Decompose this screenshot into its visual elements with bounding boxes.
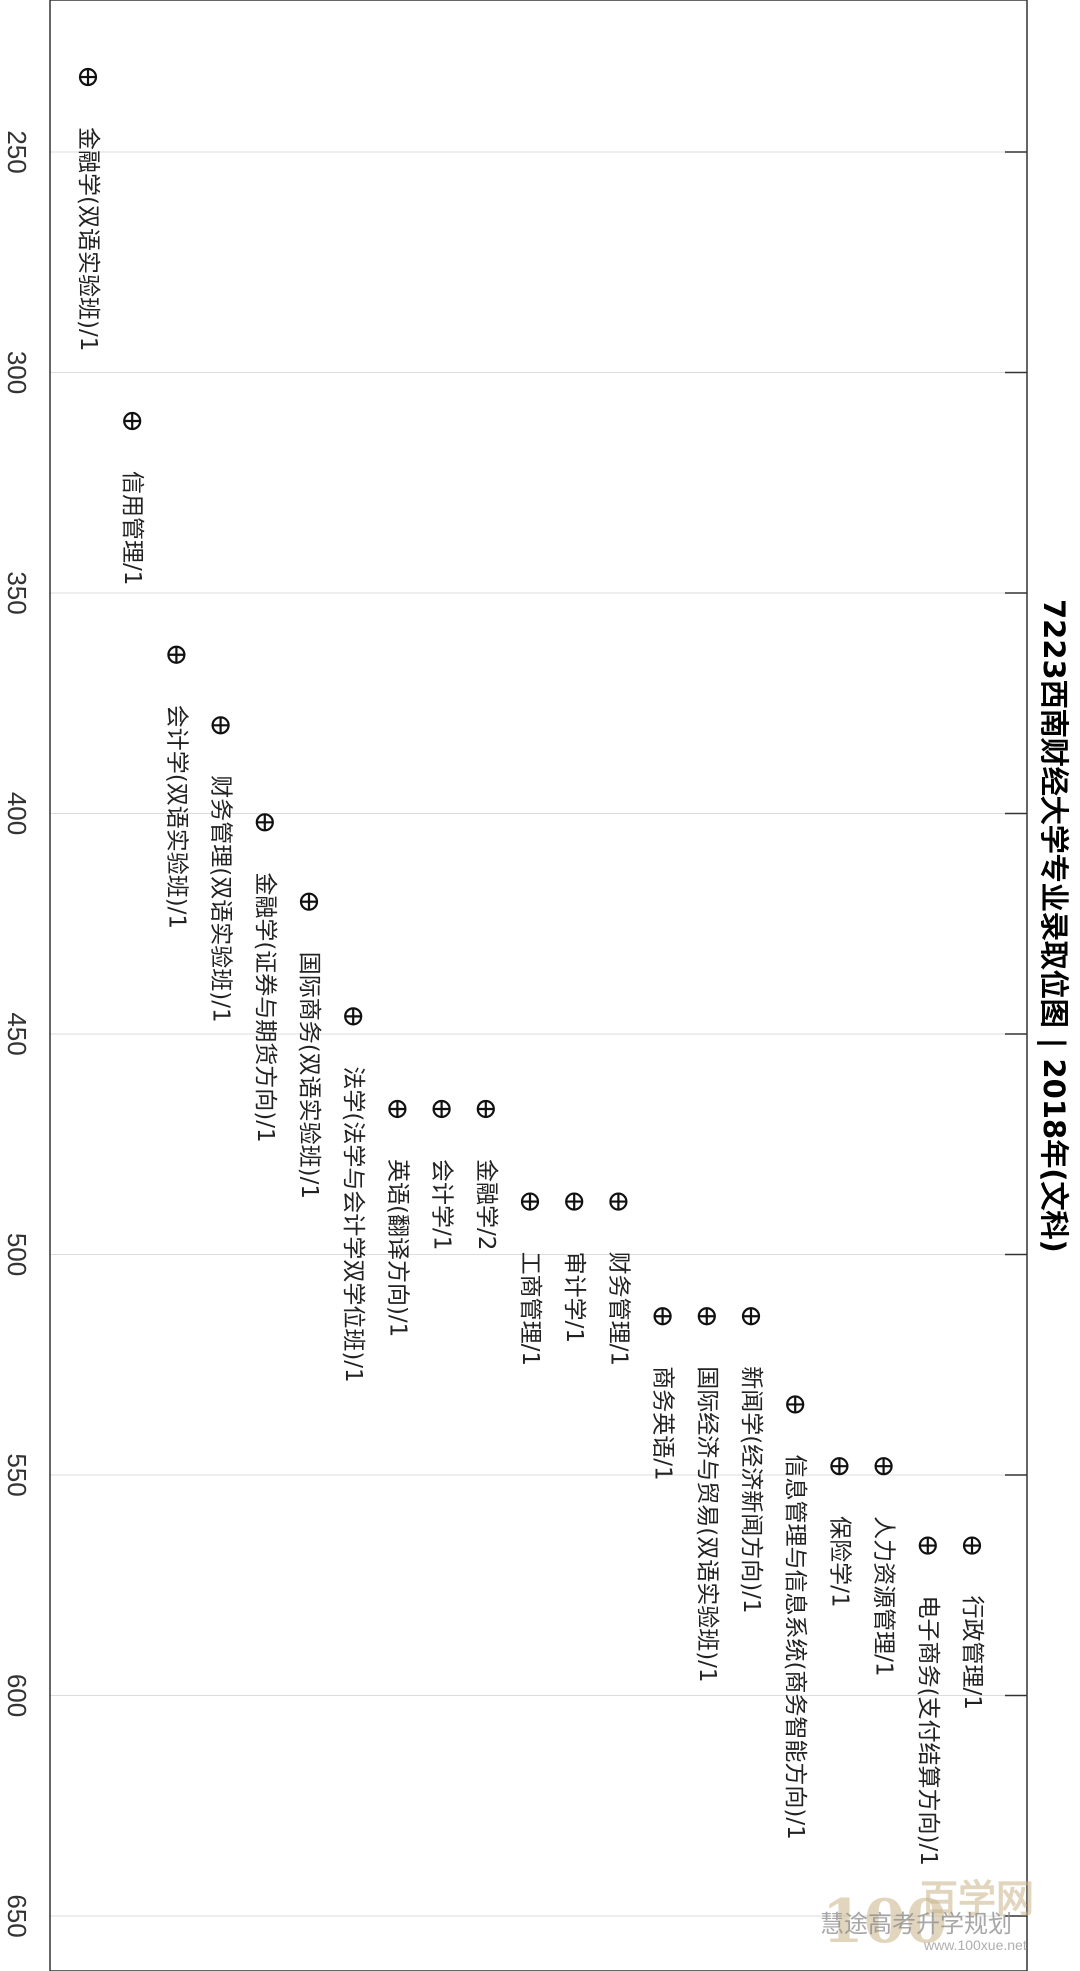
watermark-url: www.100xue.net — [923, 1937, 1027, 1953]
point-label: 商务英语/1 — [650, 1366, 676, 1480]
data-point: 信用管理/1 — [119, 411, 145, 585]
point-label: 审计学/1 — [561, 1252, 587, 1343]
data-point: 商务英语/1 — [650, 1307, 676, 1481]
watermark-account: 慧途高考升学规划 — [820, 1910, 1012, 1938]
data-point: 金融学(双语实验班)/1 — [75, 67, 101, 351]
data-point: 新闻学(经济新闻方向)/1 — [738, 1307, 764, 1614]
data-point: 保险学/1 — [826, 1457, 852, 1608]
x-tick-label: 650 — [2, 1894, 32, 1937]
x-tick-label: 600 — [2, 1674, 32, 1717]
data-point: 信息管理与信息系统(商务智能方向)/1 — [782, 1395, 808, 1840]
point-label: 保险学/1 — [826, 1516, 852, 1607]
x-axis-ticks: 250 300 350 400 450 500 550 600 650 — [2, 130, 1027, 1938]
x-tick-label: 300 — [2, 351, 32, 394]
point-label: 会计学/1 — [429, 1159, 455, 1250]
x-tick-label: 500 — [2, 1233, 32, 1276]
point-label: 信息管理与信息系统(商务智能方向)/1 — [782, 1454, 808, 1839]
point-label: 金融学(证券与期货方向)/1 — [252, 872, 278, 1142]
plot-frame — [49, 0, 1028, 1971]
data-point: 国际经济与贸易(双语实验班)/1 — [694, 1307, 720, 1683]
x-tick-label: 450 — [2, 1012, 32, 1055]
point-label: 信用管理/1 — [119, 471, 145, 585]
x-tick-label: 350 — [2, 571, 32, 614]
data-point: 会计学/1 — [429, 1099, 455, 1250]
data-point: 财务管理(双语实验班)/1 — [208, 716, 234, 1023]
data-point: 电子商务(支付结算方向)/1 — [915, 1536, 941, 1866]
point-label: 金融学(双语实验班)/1 — [75, 127, 101, 351]
data-point: 行政管理/1 — [959, 1536, 985, 1710]
data-point: 法学(法学与会计学双学位班)/1 — [340, 1007, 366, 1383]
watermark-logo: 100 — [822, 1887, 947, 1957]
grid-lines — [50, 151, 1027, 1917]
point-label: 法学(法学与会计学双学位班)/1 — [340, 1066, 366, 1382]
point-label: 行政管理/1 — [959, 1596, 985, 1710]
point-label: 人力资源管理/1 — [871, 1516, 897, 1676]
data-point: 人力资源管理/1 — [871, 1457, 897, 1677]
data-point: 会计学(双语实验班)/1 — [163, 645, 189, 929]
point-label: 工商管理/1 — [517, 1252, 543, 1366]
data-point: 英语(翻译方向)/1 — [384, 1099, 410, 1337]
data-point: 国际商务(双语实验班)/1 — [296, 892, 322, 1199]
x-tick-label: 550 — [2, 1453, 32, 1496]
x-tick-label: 250 — [2, 130, 32, 173]
title-area: 7223西南财经大学专业录取位图 | 2018年(文科) — [1037, 599, 1071, 1253]
point-label: 新闻学(经济新闻方向)/1 — [738, 1366, 764, 1613]
watermark-logo-suffix: 百学网 — [920, 1876, 1034, 1921]
chart-title: 7223西南财经大学专业录取位图 | 2018年(文科) — [1037, 599, 1071, 1253]
point-label: 英语(翻译方向)/1 — [384, 1159, 410, 1337]
point-label: 财务管理/1 — [605, 1252, 631, 1366]
point-label: 国际商务(双语实验班)/1 — [296, 952, 322, 1199]
data-points: 金融学(双语实验班)/1 信用管理/1 会计学(双语实验班)/1 财务管理(双语实验班… — [75, 67, 985, 1866]
data-point: 金融学(证券与期货方向)/1 — [252, 813, 278, 1143]
x-tick-label: 400 — [2, 792, 32, 835]
point-label: 会计学(双语实验班)/1 — [163, 705, 189, 929]
data-point: 审计学/1 — [561, 1192, 587, 1343]
point-label: 国际经济与贸易(双语实验班)/1 — [694, 1366, 720, 1682]
data-point: 工商管理/1 — [517, 1192, 543, 1366]
point-label: 财务管理(双语实验班)/1 — [208, 775, 234, 1022]
data-point: 财务管理/1 — [605, 1192, 631, 1366]
watermark: 100 百学网 慧途高考升学规划 www.100xue.net — [820, 1876, 1034, 1957]
data-point: 金融学/2 — [473, 1099, 499, 1250]
point-label: 电子商务(支付结算方向)/1 — [915, 1596, 941, 1866]
point-label: 金融学/2 — [473, 1159, 499, 1250]
